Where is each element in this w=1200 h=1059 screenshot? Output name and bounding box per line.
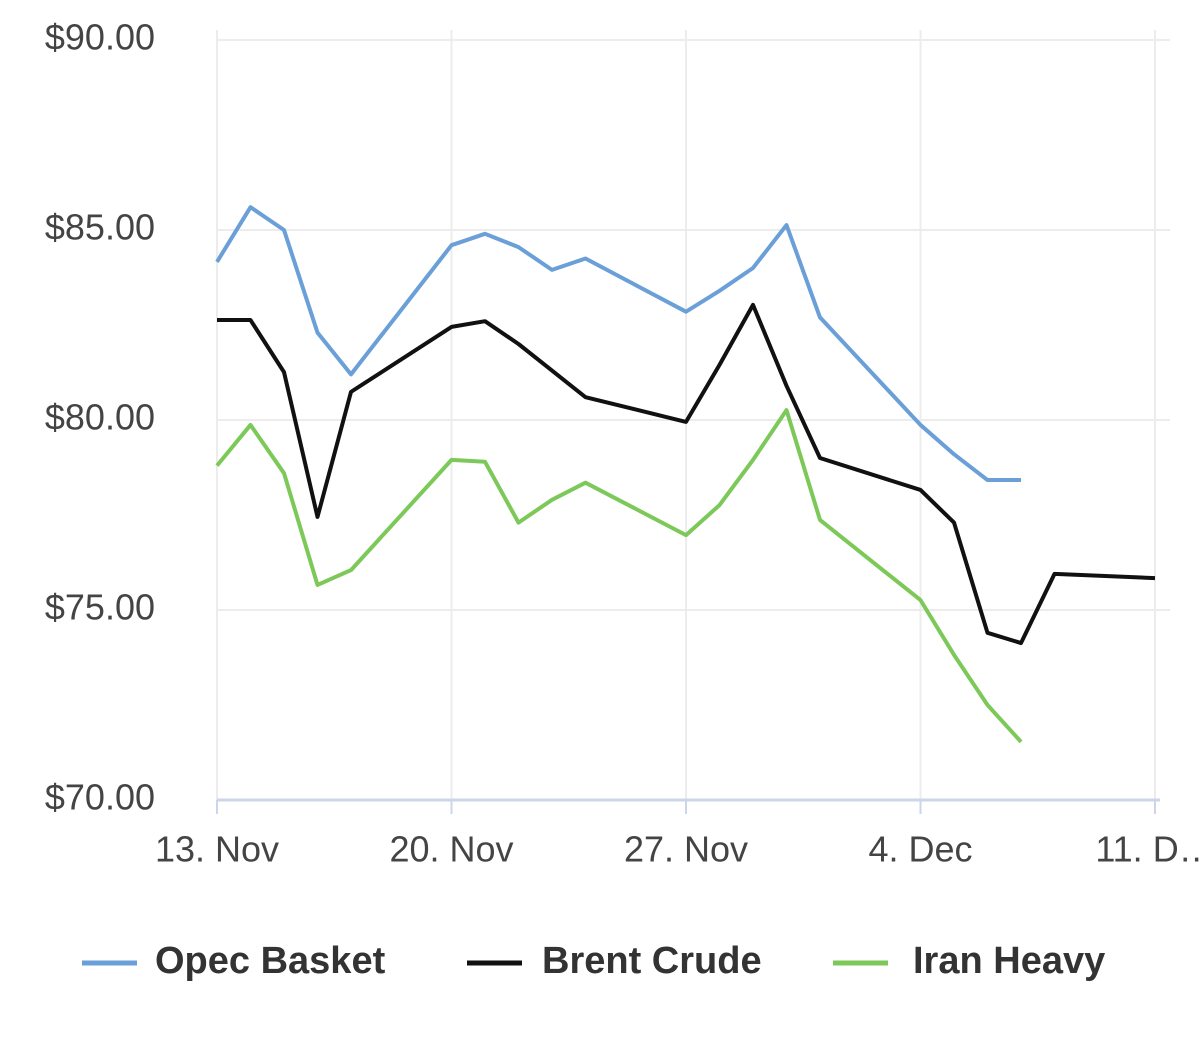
legend-label: Brent Crude [542,940,762,982]
x-tick-label: 4. Dec [868,829,972,870]
y-tick-label: $70.00 [45,777,155,818]
x-tick-label: 20. Nov [389,829,513,870]
y-tick-label: $85.00 [45,207,155,248]
series-line [215,205,1021,483]
legend-label: Opec Basket [155,940,386,982]
x-tick-label: 11. D… [1095,829,1200,870]
y-tick-label: $75.00 [45,587,155,628]
x-tick-label: 27. Nov [624,829,748,870]
series-line [215,408,1023,744]
x-tick-label: 13. Nov [155,829,279,870]
legend-label: Iran Heavy [913,940,1105,982]
y-tick-label: $80.00 [45,397,155,438]
y-tick-label: $90.00 [45,17,155,58]
series-line [217,302,1156,646]
